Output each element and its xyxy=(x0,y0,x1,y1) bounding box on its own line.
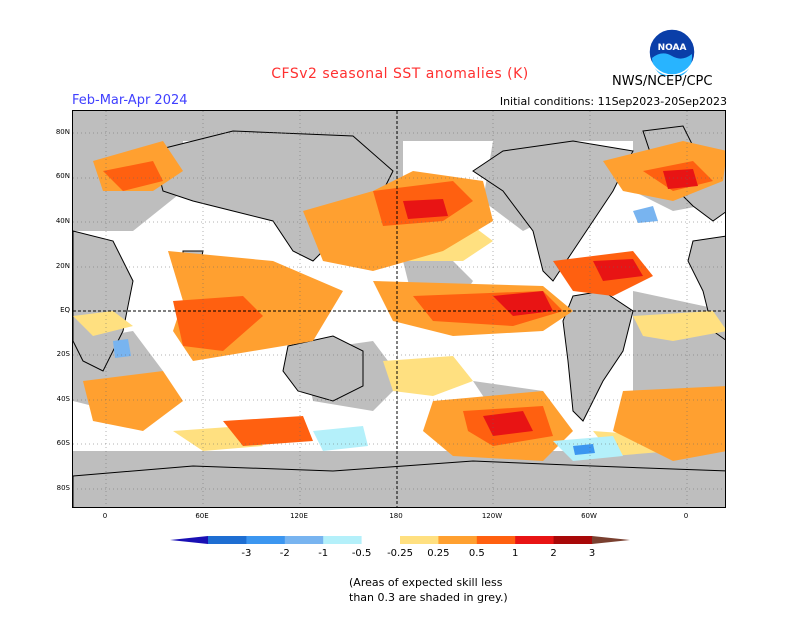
lat-label: 40S xyxy=(56,395,70,403)
lat-label: 40N xyxy=(55,217,70,225)
lat-label: 20N xyxy=(55,262,70,270)
lon-label: 180 xyxy=(389,512,403,520)
anomaly-2-3 xyxy=(403,169,698,436)
lat-label: 60S xyxy=(56,439,70,447)
lat-lon-grid xyxy=(73,111,725,507)
colorbar-segment xyxy=(361,536,401,544)
africa-east xyxy=(73,230,134,372)
north-america xyxy=(472,140,634,282)
lon-label: 120E xyxy=(290,512,308,520)
colorbar-tick-label: -0.25 xyxy=(387,548,413,559)
colorbar-segment xyxy=(400,536,439,544)
lat-label: 80N xyxy=(55,128,70,136)
lat-label: 80S xyxy=(56,484,70,492)
colorbar-segment xyxy=(438,536,478,544)
equator-dateline xyxy=(73,111,725,507)
antarctica xyxy=(73,460,725,507)
lon-label: 0 xyxy=(683,512,689,520)
colorbar xyxy=(170,536,630,544)
colorbar-segment xyxy=(170,536,208,544)
australia xyxy=(282,335,364,402)
anomaly-0.25-0.5 xyxy=(73,226,725,456)
initial-conditions: Initial conditions: 11Sep2023-20Sep2023 xyxy=(499,95,727,108)
map-frame xyxy=(72,110,726,508)
noaa-logo-icon: NOAA xyxy=(648,28,696,76)
logo-text: NOAA xyxy=(658,43,687,53)
colorbar-tick-label: 1 xyxy=(512,548,519,559)
sst-anomaly-map xyxy=(73,111,725,507)
colorbar-segment xyxy=(284,536,324,544)
colorbar-segment xyxy=(592,536,630,544)
colorbar-tick-label: 0.25 xyxy=(427,548,450,559)
colorbar-tick-label: -1 xyxy=(318,548,329,559)
forecast-period: Feb-Mar-Apr 2024 xyxy=(72,93,188,108)
agency-label: NWS/NCEP/CPC xyxy=(612,74,713,89)
colorbar-tick-label: -3 xyxy=(241,548,252,559)
colorbar-segment xyxy=(208,536,247,544)
colorbar-segment xyxy=(323,536,363,544)
colorbar-tick-label: 0.5 xyxy=(468,548,485,559)
colorbar-segment xyxy=(246,536,286,544)
colorbar-tick-label: -2 xyxy=(279,548,290,559)
colorbar-tick-label: 2 xyxy=(550,548,557,559)
south-america xyxy=(562,290,634,422)
lat-label: 20S xyxy=(56,350,70,358)
lon-label: 0 xyxy=(102,512,108,520)
colorbar-segment xyxy=(553,536,593,544)
lon-label: 60W xyxy=(581,512,597,520)
colorbar-segment xyxy=(515,536,555,544)
lon-label: 60E xyxy=(195,512,209,520)
colorbar-tick-label: 3 xyxy=(588,548,596,559)
chart-title: CFSv2 seasonal SST anomalies (K) xyxy=(271,66,529,82)
skill-note-line-2: than 0.3 are shaded in grey.) xyxy=(349,591,508,604)
lat-label: EQ xyxy=(60,306,70,314)
skill-note-line-1: (Areas of expected skill less xyxy=(349,576,503,589)
anomaly-negative xyxy=(113,206,658,461)
colorbar-tick-label: -0.5 xyxy=(351,548,372,559)
lat-label: 60N xyxy=(55,172,70,180)
colorbar-segment xyxy=(476,536,516,544)
lon-label: 120W xyxy=(481,512,503,520)
